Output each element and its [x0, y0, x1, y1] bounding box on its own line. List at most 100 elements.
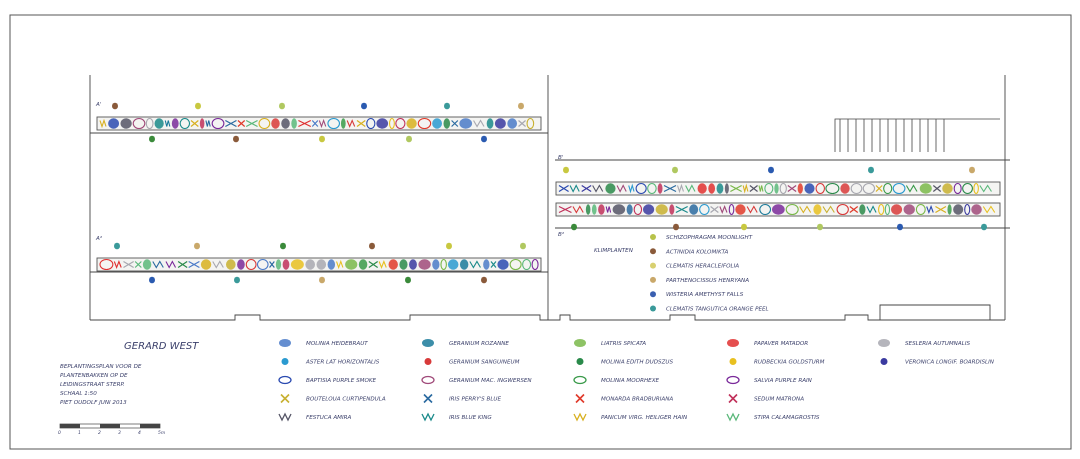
- climber-swatch: [650, 262, 656, 269]
- climber-dot: [672, 166, 678, 174]
- legend-label: STIPA CALAMAGROSTIS: [754, 415, 820, 421]
- climber-dot: [446, 242, 452, 250]
- planting-beds: [96, 116, 1001, 272]
- bouteloua-legend-item: BOUTELOUA CURTIPENDULA: [280, 393, 386, 404]
- legend-label: PAPAVER MATADOR: [754, 341, 808, 347]
- bed-label-b1: B': [558, 155, 563, 161]
- legend-label: GERANIUM MAC. INGWERSEN: [449, 378, 532, 384]
- climber-dot: [149, 276, 155, 284]
- climber-dot: [405, 276, 411, 284]
- legend-label: MOLINIA HEIDEBRAUT: [306, 341, 368, 347]
- legend-label: PANICUM VIRG. HEILIGER HAIN: [601, 415, 688, 421]
- bed-b1-lower: [555, 202, 1001, 217]
- geranium-rozanne-icon: [422, 339, 434, 347]
- aster-legend-item: ASTER LAT HORIZONTALIS: [281, 358, 380, 366]
- climber-dot: [112, 102, 118, 110]
- molinia-heidebraut-legend-item: MOLINIA HEIDEBRAUT: [279, 339, 368, 347]
- climber-label: WISTERIA AMETHYST FALLS: [666, 292, 744, 298]
- iris-blue-legend-item: IRIS BLUE KING: [421, 412, 492, 422]
- geranium-sanguineum-legend-item: GERANIUM SANGUINEUM: [424, 358, 520, 366]
- climber-dot: [406, 135, 412, 143]
- climber-dot: [369, 242, 375, 250]
- legend-label: IRIS PERRY'S BLUE: [449, 397, 502, 403]
- legend-label: IRIS BLUE KING: [449, 415, 492, 421]
- scale-tick-label: 3: [118, 430, 121, 436]
- scale-tick-label: 4: [138, 430, 141, 436]
- rudbeckia-icon: [729, 358, 737, 365]
- legend-label: BOUTELOUA CURTIPENDULA: [306, 397, 386, 403]
- climber-dot: [319, 276, 325, 284]
- climber-label: CLEMATIS HERACLEIFOLIA: [666, 264, 739, 270]
- geranium-ingwersen-legend-item: GERANIUM MAC. INGWERSEN: [421, 375, 532, 385]
- climber-dot: [194, 242, 200, 250]
- staircase: [834, 118, 1000, 152]
- plan-note-line: LEIDINGSTRAAT STERP.: [60, 382, 125, 388]
- climber-dot: [444, 102, 450, 110]
- veronica-icon: [880, 358, 888, 365]
- climber-label: ACTINIDIA KOLOMIKTA: [665, 249, 729, 255]
- sheet-border: [9, 14, 1072, 450]
- scale-tick-label: 5m: [158, 430, 166, 436]
- baptisia-icon: [278, 375, 292, 385]
- salvia-icon: [726, 375, 740, 385]
- bouteloua-icon: [280, 393, 290, 404]
- iris-perrys-legend-item: IRIS PERRY'S BLUE: [423, 393, 502, 404]
- liatris-icon: [574, 339, 586, 347]
- festuca-legend-item: FESTUCA AMIRA: [278, 412, 352, 422]
- climber-swatch: [650, 234, 656, 240]
- climber-dot: [280, 242, 286, 250]
- legend-label: SEDUM MATRONA: [754, 397, 804, 403]
- papaver-legend-item: PAPAVER MATADOR: [727, 339, 808, 347]
- climber-dot: [518, 102, 524, 110]
- climber-label: CLEMATIS TANGUTICA ORANGE PEEL: [666, 307, 769, 313]
- climber-dot: [981, 223, 987, 231]
- building-outline: [89, 75, 1010, 321]
- baptisia-legend-item: BAPTISIA PURPLE SMOKE: [278, 375, 377, 385]
- climber-dot: [817, 223, 823, 231]
- sedum-legend-item: SEDUM MATRONA: [728, 393, 804, 404]
- legend-label: MONARDA BRADBURIANA: [601, 397, 673, 403]
- geranium-rozanne-legend-item: GERANIUM ROZANNE: [422, 339, 509, 347]
- climber-dot: [673, 223, 679, 231]
- climber-dot: [234, 276, 240, 284]
- molinia-edith-legend-item: MOLINIA EDITH DUDSZUS: [576, 358, 674, 366]
- plan-title: GERARD WEST: [124, 341, 199, 352]
- climber-dot: [897, 223, 903, 231]
- climber-dot: [279, 102, 285, 110]
- climber-dot: [868, 166, 874, 174]
- iris-perrys-icon: [423, 393, 433, 404]
- climber-swatch: [650, 248, 656, 255]
- climber-dot: [768, 166, 774, 174]
- festuca-icon: [278, 412, 292, 422]
- plan-note-line: PLANTENBAKKEN OP DE: [60, 373, 128, 379]
- scale-tick-label: 0: [58, 430, 61, 436]
- scale-tick-label: 1: [78, 430, 81, 436]
- geranium-ingwersen-icon: [421, 375, 435, 385]
- legend-label: GERANIUM ROZANNE: [449, 341, 509, 347]
- plan-notes: BEPLANTINGSPLAN VOOR DE PLANTENBAKKEN OP …: [60, 364, 142, 406]
- bed-label-a1: A': [95, 102, 101, 108]
- climber-dot: [520, 242, 526, 250]
- climber-dot: [481, 276, 487, 284]
- climber-label: PARTHENOCISSUS HENRYANA: [666, 278, 749, 284]
- sedum-icon: [728, 393, 738, 404]
- sesleria-legend-item: SESLERIA AUTUMNALIS: [878, 339, 970, 347]
- legend-label: MOLINIA EDITH DUDSZUS: [601, 360, 674, 366]
- iris-blue-icon: [421, 412, 435, 422]
- scale-tick-label: 2: [98, 430, 101, 436]
- legend-label: LIATRIS SPICATA: [601, 341, 646, 347]
- climber-dot: [114, 242, 120, 250]
- monarda-icon: [575, 393, 585, 404]
- molinia-moorhexe-legend-item: MOLINIA MOORHEXE: [573, 375, 660, 385]
- rudbeckia-legend-item: RUDBECKIA GOLDSTURM: [729, 358, 825, 366]
- legend-label: ASTER LAT HORIZONTALIS: [305, 360, 380, 366]
- legend-label: SALVIA PURPLE RAIN: [754, 378, 813, 384]
- climber-dot: [571, 223, 577, 231]
- climber-dots: [112, 102, 987, 284]
- climber-dot: [319, 135, 325, 143]
- plan-note-line: SCHAAL 1:50: [60, 391, 97, 397]
- climber-dot: [481, 135, 487, 143]
- legend-label: RUDBECKIA GOLDSTURM: [754, 360, 825, 366]
- papaver-icon: [727, 339, 739, 347]
- climber-swatch: [650, 291, 656, 298]
